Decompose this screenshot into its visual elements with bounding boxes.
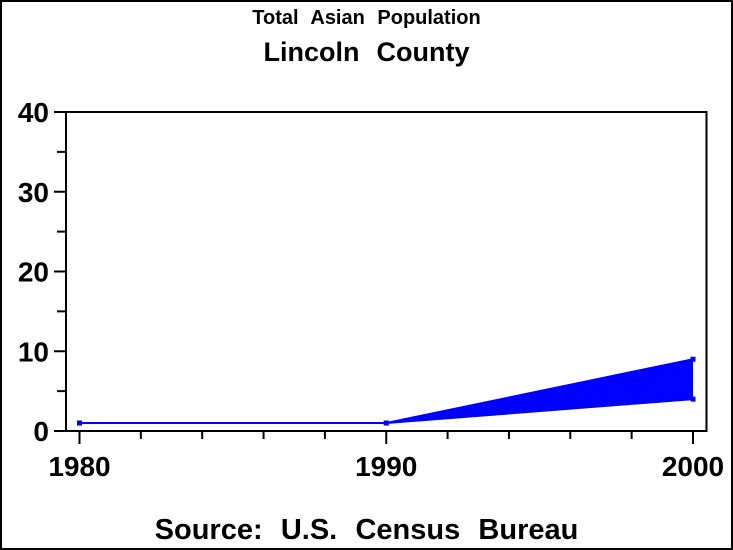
chart-source-note: Source: U.S. Census Bureau [154, 514, 579, 546]
data-point-marker [690, 356, 696, 362]
x-axis-tick-label: 1990 [355, 451, 417, 482]
band-fill [79, 359, 693, 424]
y-axis-tick-label: 10 [18, 336, 49, 367]
data-point-marker [690, 396, 696, 402]
y-axis-tick-label: 20 [18, 257, 49, 288]
x-axis-tick-label: 2000 [662, 451, 724, 482]
x-axis-tick-label: 1980 [48, 451, 110, 482]
data-point-marker [383, 420, 389, 426]
chart-subtitle: Lincoln County [263, 37, 470, 67]
y-axis-tick-label: 40 [18, 97, 49, 128]
y-axis-tick-label: 30 [18, 177, 49, 208]
data-point-marker [77, 420, 82, 426]
y-axis-tick-label: 0 [33, 416, 49, 447]
chart-title: Total Asian Population [252, 7, 481, 29]
